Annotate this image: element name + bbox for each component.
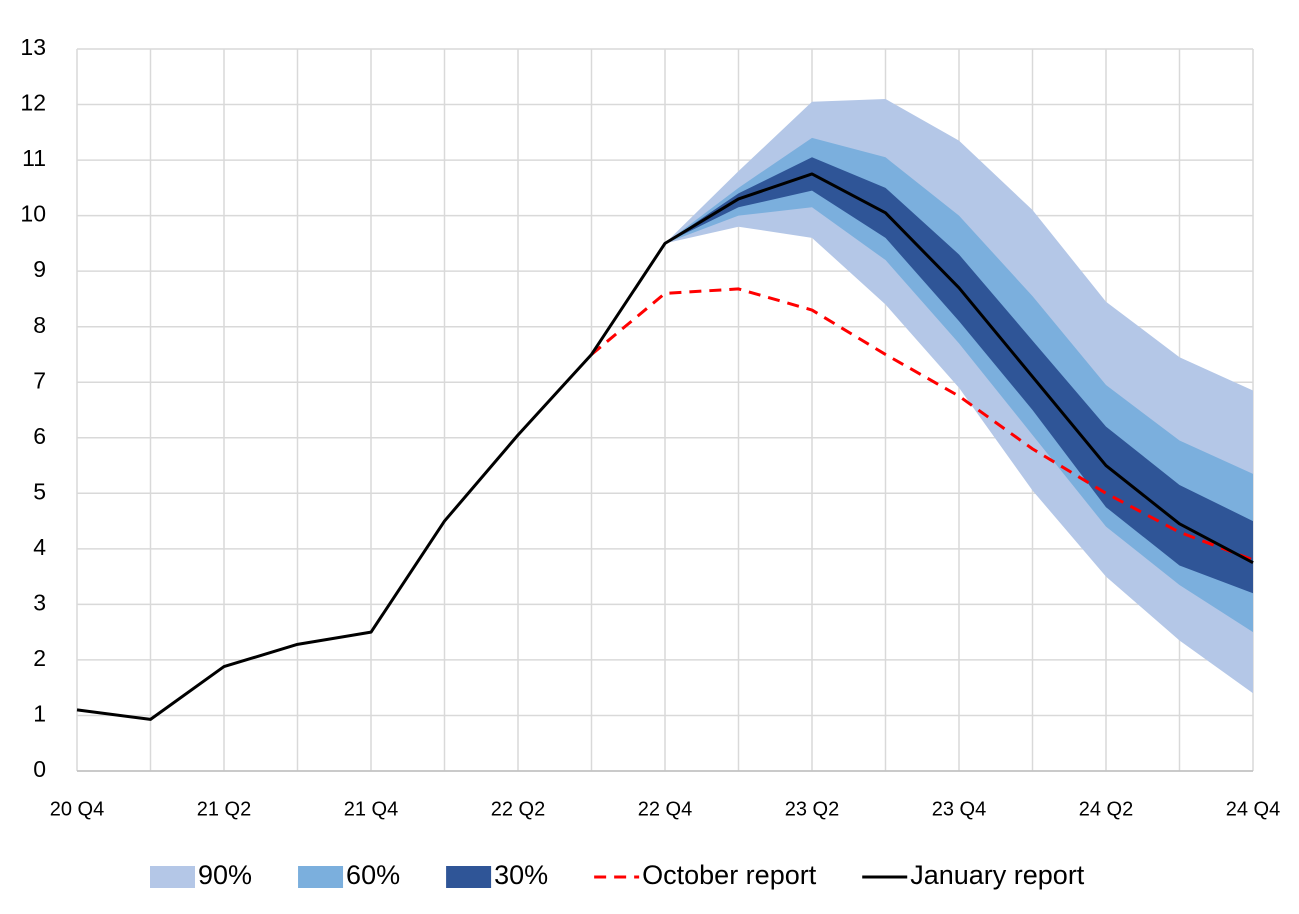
legend-label: January report <box>910 860 1085 890</box>
legend-swatch <box>150 866 195 888</box>
y-tick-label: 7 <box>33 367 46 393</box>
legend-label: 30% <box>494 860 548 890</box>
x-tick-label: 22 Q4 <box>638 798 692 820</box>
fan-band <box>665 98 1253 694</box>
legend-label: October report <box>642 860 817 890</box>
legend-swatch <box>446 866 492 888</box>
y-tick-label: 5 <box>33 478 46 504</box>
y-tick-label: 11 <box>22 145 46 171</box>
legend-label: 60% <box>346 860 400 890</box>
fan-band <box>665 137 1253 633</box>
y-tick-label: 4 <box>33 534 46 560</box>
legend-swatch <box>298 866 344 888</box>
x-tick-label: 23 Q4 <box>932 798 986 820</box>
y-tick-label: 8 <box>33 312 46 338</box>
fan-band <box>665 157 1253 594</box>
y-tick-label: 6 <box>33 423 46 449</box>
y-tick-label: 1 <box>33 701 46 727</box>
x-tick-label: 23 Q2 <box>785 798 839 820</box>
y-tick-label: 0 <box>33 756 46 782</box>
y-tick-label: 3 <box>33 589 46 615</box>
y-tick-label: 2 <box>33 645 46 671</box>
legend-label: 90% <box>198 860 252 890</box>
x-tick-label: 24 Q2 <box>1079 798 1133 820</box>
x-tick-label: 22 Q2 <box>491 798 545 820</box>
x-tick-label: 21 Q4 <box>344 798 398 820</box>
x-tick-label: 24 Q4 <box>1226 798 1280 820</box>
y-tick-label: 12 <box>20 90 46 116</box>
y-tick-label: 10 <box>20 201 46 227</box>
x-tick-label: 20 Q4 <box>50 798 104 820</box>
y-tick-label: 9 <box>33 256 46 282</box>
line <box>76 172 1254 721</box>
y-tick-label: 13 <box>20 34 46 60</box>
x-tick-label: 21 Q2 <box>197 798 251 820</box>
